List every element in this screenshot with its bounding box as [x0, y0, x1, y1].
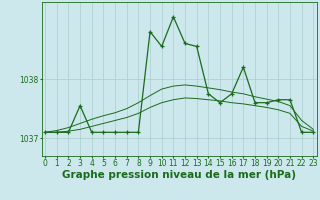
X-axis label: Graphe pression niveau de la mer (hPa): Graphe pression niveau de la mer (hPa): [62, 170, 296, 180]
